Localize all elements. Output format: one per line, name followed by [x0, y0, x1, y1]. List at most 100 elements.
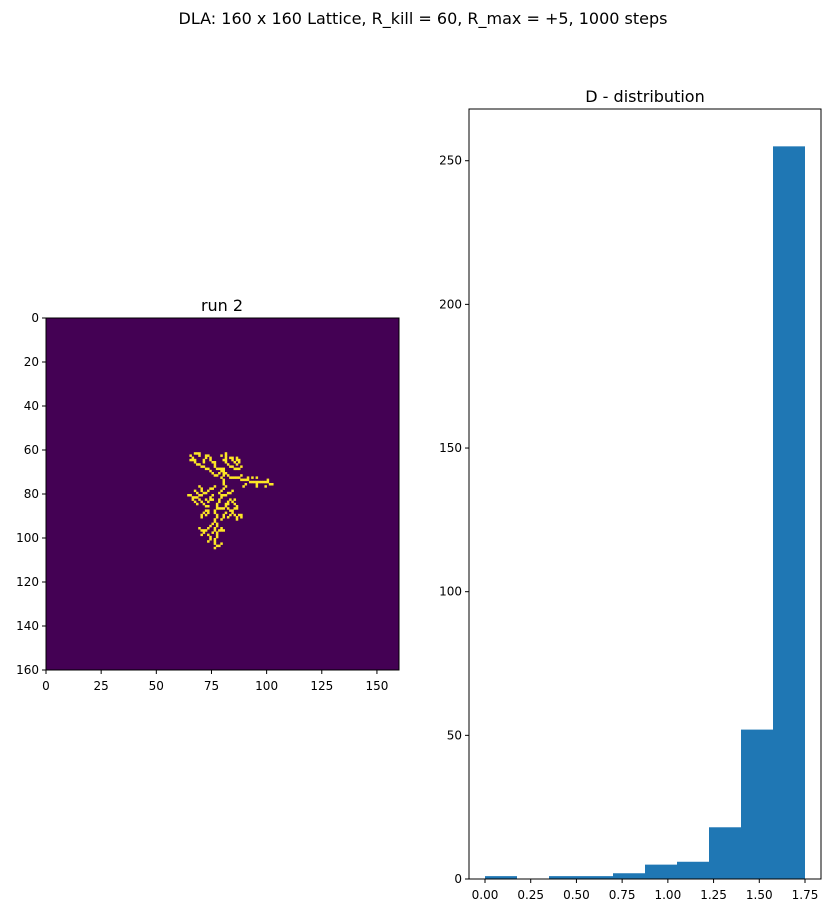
cluster-cell	[202, 502, 206, 506]
x-tick-label: 75	[204, 679, 219, 693]
cluster-cell	[222, 474, 226, 477]
cluster-cell	[220, 467, 223, 471]
y-tick-label: 50	[447, 728, 462, 742]
cluster-cell	[191, 458, 195, 462]
cluster-cell	[231, 509, 234, 512]
cluster-cell	[215, 513, 219, 517]
cluster-cell	[196, 452, 199, 455]
x-tick-label: 100	[255, 679, 278, 693]
cluster-cell	[229, 513, 232, 517]
cluster-cell	[215, 502, 219, 506]
cluster-cell	[200, 500, 203, 504]
cluster-cell	[215, 544, 219, 548]
cluster-cell	[189, 458, 192, 462]
cluster-cell	[244, 478, 248, 482]
cluster-cell	[222, 467, 226, 471]
cluster-cell	[193, 496, 197, 499]
cluster-cell	[242, 478, 245, 482]
cluster-cell	[200, 513, 203, 517]
cluster-cell	[222, 478, 226, 482]
histogram-x-axis: 0.00 0.25 0.50 0.75 1.00 1.25 1.50 1.75	[472, 879, 819, 902]
cluster-cell	[231, 456, 234, 460]
cluster-cell	[255, 483, 259, 486]
cluster-cell	[218, 500, 221, 504]
cluster-cell	[196, 463, 199, 466]
cluster-cell	[240, 465, 243, 468]
y-tick-label: 0	[31, 311, 39, 325]
cluster-cell	[207, 509, 210, 512]
cluster-cell	[213, 529, 217, 532]
cluster-cell	[218, 529, 221, 532]
cluster-cell	[215, 531, 219, 534]
cluster-cell	[204, 498, 208, 501]
cluster-cell	[209, 538, 212, 541]
cluster-cell	[240, 474, 243, 477]
cluster-cell	[222, 469, 226, 473]
cluster-cell	[198, 454, 201, 457]
cluster-cell	[213, 509, 217, 512]
cluster-cell	[200, 494, 203, 497]
cluster-cell	[207, 533, 210, 537]
histogram-bar	[549, 876, 581, 879]
cluster-cell	[240, 478, 243, 482]
y-tick-label: 60	[24, 443, 39, 457]
cluster-cell	[218, 491, 221, 495]
cluster-cell	[204, 505, 208, 508]
y-tick-label: 150	[439, 441, 462, 455]
cluster-cell	[253, 480, 256, 484]
cluster-cell	[220, 507, 223, 510]
cluster-cell	[255, 476, 259, 479]
x-tick-label: 0	[42, 679, 50, 693]
cluster-cell	[231, 511, 234, 515]
cluster-cell	[235, 467, 239, 471]
cluster-cell	[251, 480, 254, 484]
cluster-cell	[218, 467, 221, 471]
cluster-cell	[209, 458, 212, 462]
cluster-cell	[200, 465, 203, 468]
y-tick-label: 80	[24, 487, 39, 501]
x-tick-label: 25	[94, 679, 109, 693]
x-tick-label: 1.00	[654, 888, 681, 902]
cluster-cell	[202, 465, 206, 468]
cluster-cell	[226, 463, 230, 466]
cluster-cell	[235, 505, 239, 508]
x-tick-label: 50	[149, 679, 164, 693]
cluster-cell	[224, 505, 228, 508]
cluster-cell	[211, 498, 214, 501]
cluster-cell	[251, 476, 254, 479]
cluster-cell	[262, 480, 265, 484]
cluster-cell	[207, 527, 210, 530]
y-tick-label: 0	[454, 872, 462, 886]
cluster-cell	[266, 480, 270, 484]
cluster-cell	[198, 463, 201, 466]
cluster-cell	[222, 513, 226, 517]
cluster-cell	[237, 513, 241, 517]
cluster-cell	[248, 480, 252, 484]
heatmap-cluster	[187, 452, 274, 550]
cluster-cell	[233, 502, 237, 506]
x-tick-label: 0.50	[563, 888, 590, 902]
cluster-cell	[215, 535, 219, 539]
cluster-cell	[211, 522, 214, 526]
cluster-cell	[202, 458, 206, 462]
cluster-cell	[231, 489, 234, 493]
cluster-cell	[198, 527, 201, 530]
cluster-cell	[235, 463, 239, 466]
cluster-cell	[198, 485, 201, 488]
cluster-cell	[207, 454, 210, 457]
cluster-cell	[213, 461, 217, 464]
cluster-cell	[200, 487, 203, 490]
x-tick-label: 1.75	[792, 888, 819, 902]
cluster-cell	[231, 465, 234, 468]
cluster-cell	[235, 518, 239, 521]
cluster-cell	[198, 452, 201, 455]
cluster-cell	[204, 491, 208, 495]
cluster-cell	[229, 509, 232, 512]
cluster-cell	[224, 485, 228, 488]
cluster-cell	[215, 474, 219, 477]
cluster-cell	[220, 496, 223, 499]
y-tick-label: 250	[439, 154, 462, 168]
cluster-cell	[213, 542, 217, 545]
cluster-cell	[218, 507, 221, 510]
cluster-cell	[235, 516, 239, 519]
